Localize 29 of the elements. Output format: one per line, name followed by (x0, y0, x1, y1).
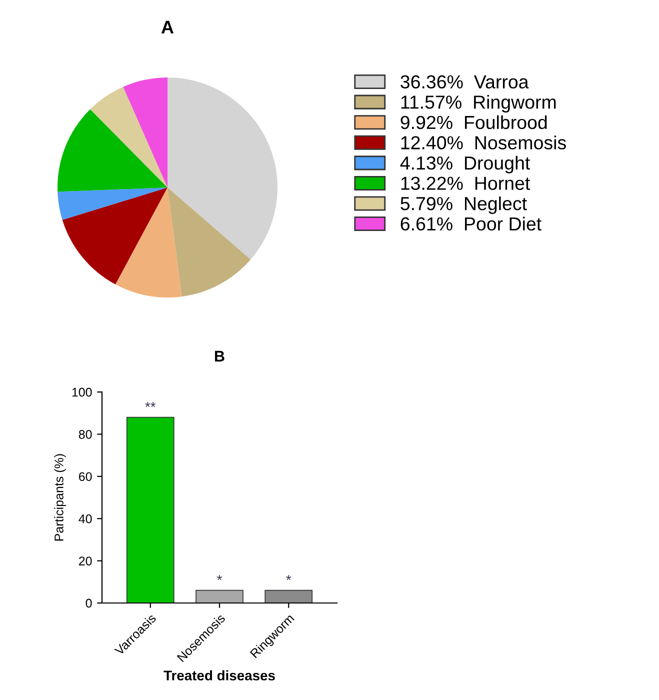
y-tick-label: 80 (78, 430, 92, 439)
pie-slice (115, 188, 182, 298)
y-tick-label: 60 (79, 472, 92, 482)
legend-label: 6.61% Poor Diet (400, 216, 542, 231)
annotation: ** (145, 402, 156, 407)
legend-label: 11.57% Ringworm (401, 95, 556, 113)
x-axis-title: Treated diseases (164, 670, 275, 680)
pie-slice (62, 188, 168, 284)
chart-title: A (161, 20, 174, 34)
y-tick-label: 40 (78, 514, 92, 524)
y-tick-label: 0 (86, 598, 92, 608)
legend-label: 9.92% Foulbrood (400, 115, 547, 130)
legend-label: 13.22% Hornet (401, 176, 530, 190)
legend-label: 36.36% Varroa (400, 75, 529, 89)
y-tick-label: 20 (79, 556, 92, 566)
pie-slice (168, 78, 278, 260)
pie-slice (168, 188, 251, 297)
pie-slice (58, 188, 168, 220)
pie-slice (58, 109, 168, 192)
y-axis-title: Participants (%) (54, 454, 66, 541)
legend-label: 5.79% Neglect (400, 196, 527, 214)
legend-label: 12.40% Nosemosis (401, 136, 566, 150)
legend-label: 4.13% Drought (400, 156, 530, 174)
pie-slice (123, 78, 168, 188)
y-tick-label: 100 (72, 388, 92, 397)
annotation: * (217, 575, 222, 580)
chart-title: B (215, 350, 224, 362)
pie-slice (90, 86, 168, 188)
annotation: * (286, 575, 292, 580)
